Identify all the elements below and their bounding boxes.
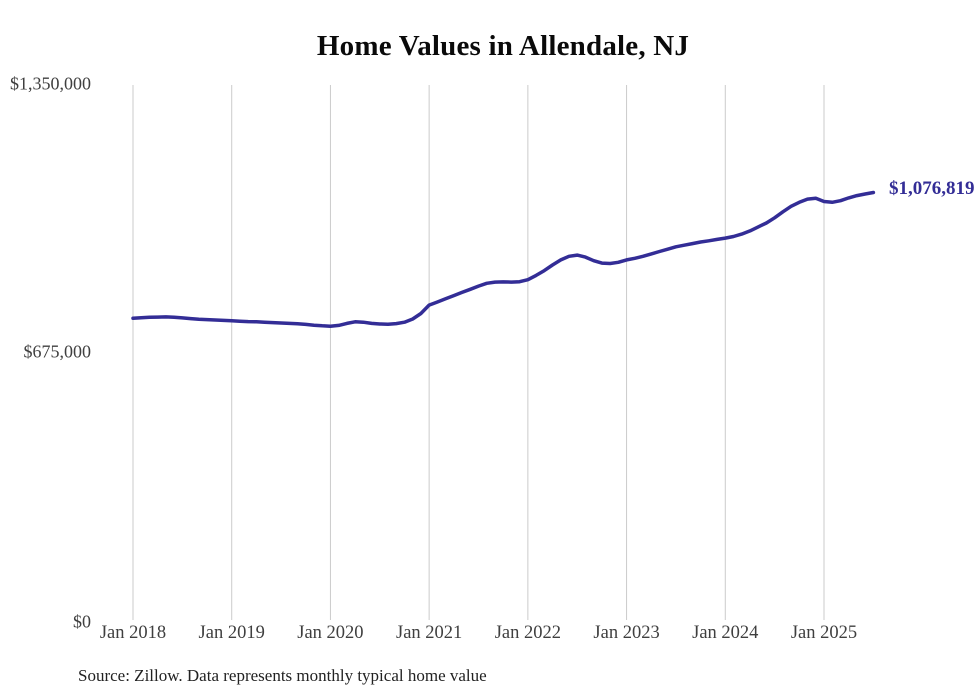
x-axis-tick-2021: Jan 2021 — [395, 623, 463, 643]
x-axis-tick-2018: Jan 2018 — [99, 623, 167, 643]
x-axis-tick-2019: Jan 2019 — [198, 623, 265, 643]
y-axis-tick-max: $1,350,000 — [10, 73, 91, 94]
series-end-value-label: $1,076,819 — [889, 178, 975, 199]
y-axis-tick-mid: $675,000 — [23, 341, 92, 362]
chart-title: Home Values in Allendale, NJ — [316, 30, 690, 62]
source-note: Source: Zillow. Data represents monthly … — [78, 666, 487, 685]
x-axis-tick-2025: Jan 2025 — [790, 623, 858, 643]
x-axis-tick-2020: Jan 2020 — [297, 623, 364, 643]
y-axis-tick-zero: $0 — [73, 611, 91, 632]
x-axis-tick-2024: Jan 2024 — [692, 623, 759, 643]
home-value-line — [131, 190, 876, 328]
x-axis-tick-2023: Jan 2023 — [593, 623, 660, 643]
x-axis-tick-2022: Jan 2022 — [494, 623, 561, 643]
